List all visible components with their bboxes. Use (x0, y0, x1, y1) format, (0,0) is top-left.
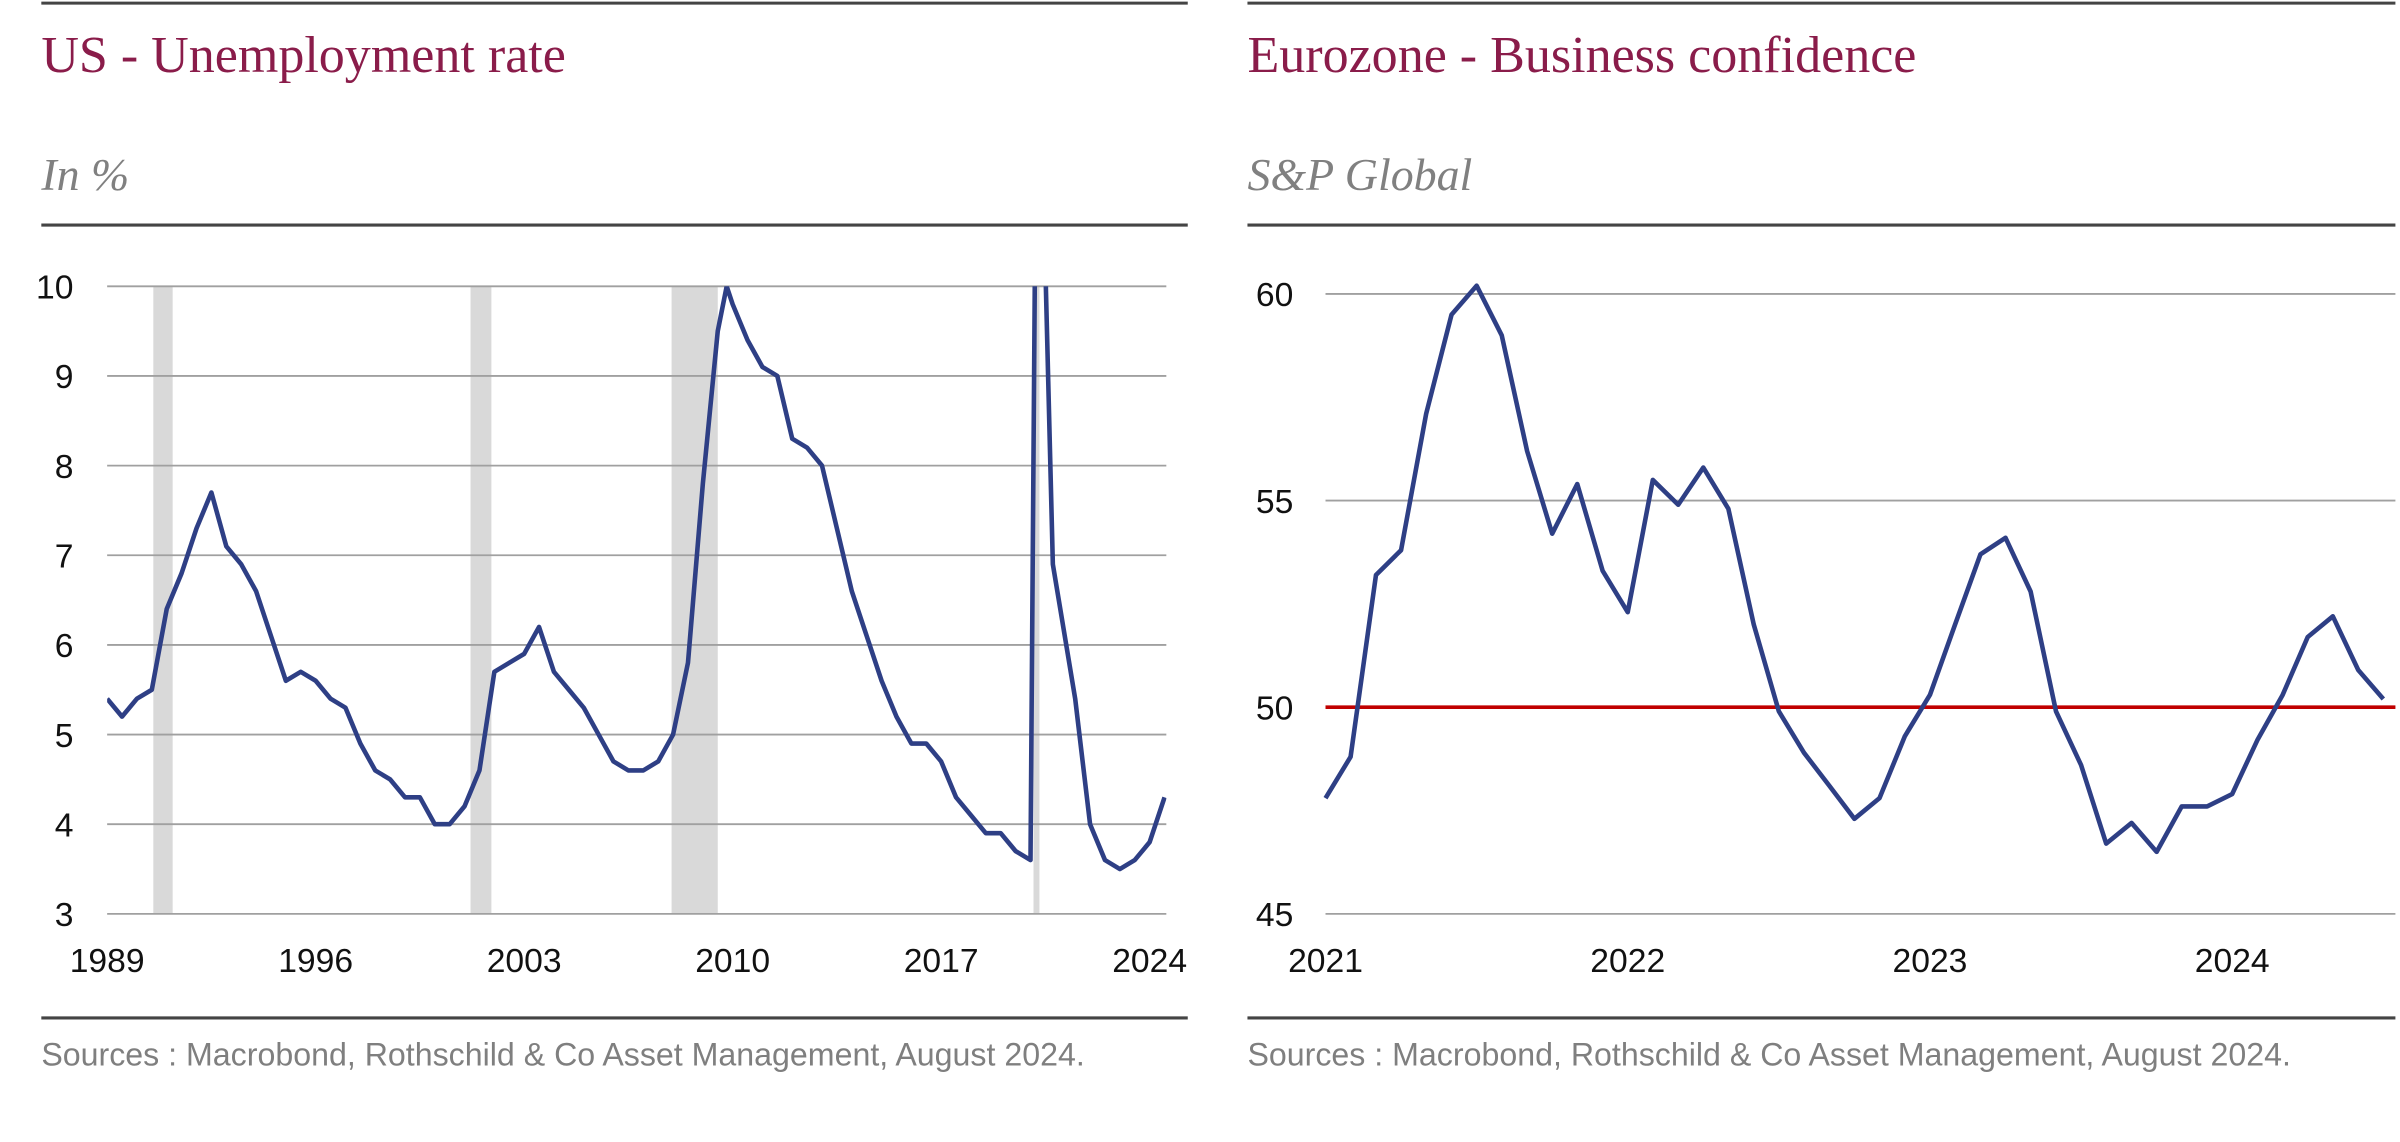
source-note: Sources : Macrobond, Rothschild & Co Ass… (41, 1037, 1085, 1074)
source-box: Sources : Macrobond, Rothschild & Co Ass… (41, 1037, 1085, 1074)
y-tick-label: 3 (55, 897, 74, 934)
y-tick-label: 10 (36, 270, 73, 307)
source-box: Sources : Macrobond, Rothschild & Co Ass… (1247, 1037, 2291, 1074)
chart-subtitle: In % (40, 149, 129, 200)
x-tick-label: 1989 (70, 943, 145, 980)
x-tick-label: 2010 (695, 943, 770, 980)
x-tick-label: 2024 (1112, 943, 1187, 980)
y-tick-label: 55 (1256, 484, 1293, 521)
x-tick-label: 1996 (278, 943, 353, 980)
recession-band (153, 286, 173, 914)
x-tick-label: 2024 (2195, 943, 2270, 980)
recession-band (1033, 286, 1040, 914)
y-tick-label: 6 (55, 628, 74, 665)
source-note: Sources : Macrobond, Rothschild & Co Ass… (1247, 1037, 2291, 1074)
y-tick-label: 4 (55, 807, 74, 844)
chart-subtitle: S&P Global (1247, 149, 1472, 200)
x-tick-label: 2017 (904, 943, 979, 980)
data-line (107, 286, 1167, 872)
y-tick-label: 5 (55, 718, 74, 755)
x-tick-label: 2003 (487, 943, 562, 980)
x-tick-label: 2021 (1288, 943, 1363, 980)
y-tick-label: 50 (1256, 690, 1293, 727)
y-tick-label: 7 (55, 539, 74, 576)
x-tick-label: 2022 (1590, 943, 1665, 980)
x-tick-label: 2023 (1893, 943, 1968, 980)
data-line (1323, 283, 2386, 855)
recession-band (470, 286, 492, 914)
y-tick-label: 9 (55, 359, 74, 396)
y-tick-label: 60 (1256, 277, 1293, 314)
chart-title: Eurozone - Business confidence (1247, 27, 1916, 84)
y-tick-label: 45 (1256, 897, 1293, 934)
chart-title: US - Unemployment rate (41, 27, 566, 84)
y-tick-label: 8 (55, 449, 74, 486)
